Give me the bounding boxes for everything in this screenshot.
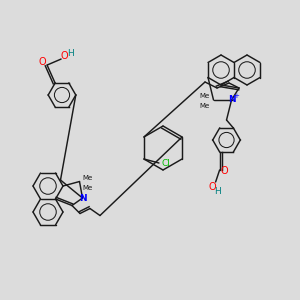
Text: Me: Me xyxy=(200,93,210,99)
Text: Cl: Cl xyxy=(161,158,170,167)
Text: Me: Me xyxy=(200,103,210,109)
Text: +: + xyxy=(234,93,239,99)
Text: O: O xyxy=(209,182,216,192)
Text: Me: Me xyxy=(82,184,93,190)
Text: N: N xyxy=(79,194,86,202)
Text: H: H xyxy=(67,49,73,58)
Text: O: O xyxy=(38,57,46,67)
Text: O: O xyxy=(221,166,228,176)
Text: Me: Me xyxy=(82,175,93,181)
Text: H: H xyxy=(214,188,221,196)
Text: N: N xyxy=(228,95,235,104)
Text: O: O xyxy=(60,51,68,61)
